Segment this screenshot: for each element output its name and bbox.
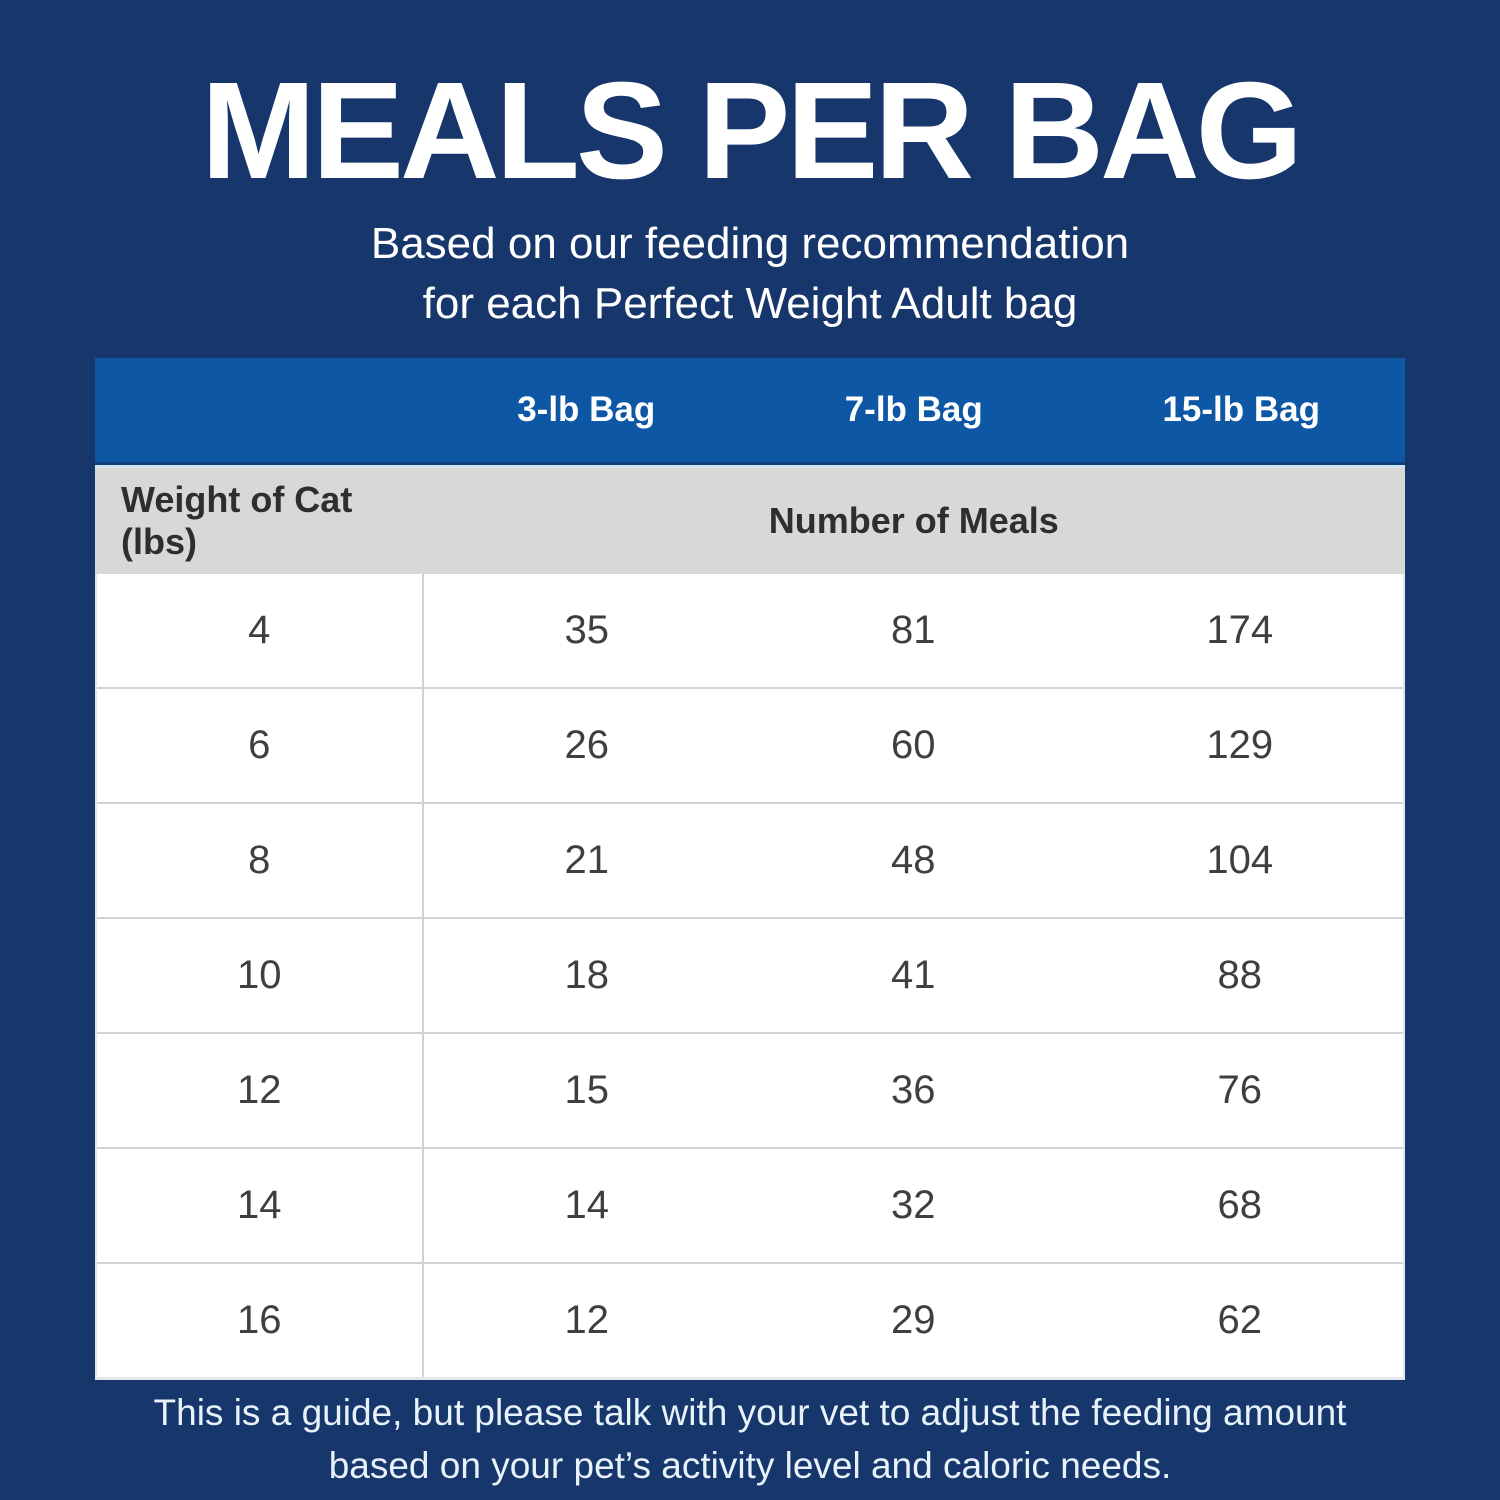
number-of-meals-header: Number of Meals xyxy=(768,500,1059,541)
page-title: MEALS PER BAG xyxy=(200,54,1303,208)
meals-value: 88 xyxy=(1217,953,1263,997)
table-row: 8 21 48 104 xyxy=(97,802,1403,917)
weight-value: 8 xyxy=(97,804,424,917)
meals-value: 12 xyxy=(564,1298,610,1342)
meals-value: 32 xyxy=(891,1183,936,1227)
weight-value: 16 xyxy=(97,1264,424,1377)
meals-value: 60 xyxy=(891,723,936,767)
meals-value: 104 xyxy=(1206,838,1274,882)
meals-value: 18 xyxy=(564,953,610,997)
subtitle: Based on our feeding recommendation for … xyxy=(0,214,1500,334)
subtitle-line-1: Based on our feeding recommendation xyxy=(370,219,1130,268)
meals-value: 26 xyxy=(564,723,610,767)
subtitle-line-2: for each Perfect Weight Adult bag xyxy=(422,279,1078,328)
meals-value: 48 xyxy=(891,838,936,882)
meals-value: 29 xyxy=(891,1298,936,1342)
meals-value: 174 xyxy=(1206,608,1274,652)
table-header-row: 3-lb Bag 7-lb Bag 15-lb Bag xyxy=(95,358,1405,465)
table-row: 10 18 41 88 xyxy=(97,917,1403,1032)
weight-value: 10 xyxy=(97,919,424,1032)
meals-value: 35 xyxy=(564,608,610,652)
weight-value: 12 xyxy=(97,1034,424,1147)
meals-value: 41 xyxy=(891,953,936,997)
weight-value: 4 xyxy=(97,574,424,687)
column-header-7lb-bag: 7-lb Bag xyxy=(844,390,983,429)
meals-value: 62 xyxy=(1217,1298,1263,1342)
meals-value: 129 xyxy=(1206,723,1274,767)
table-subheader-row: Weight of Cat (lbs) Number of Meals xyxy=(95,465,1405,574)
table-row: 12 15 36 76 xyxy=(97,1032,1403,1147)
weight-value: 14 xyxy=(97,1149,424,1262)
footer-line-2: based on your pet’s activity level and c… xyxy=(328,1445,1172,1486)
column-header-3lb-bag: 3-lb Bag xyxy=(517,390,656,429)
table-row: 6 26 60 129 xyxy=(97,687,1403,802)
meals-value: 81 xyxy=(891,608,936,652)
footer-note: This is a guide, but please talk with yo… xyxy=(0,1386,1500,1492)
weight-of-cat-header: Weight of Cat (lbs) xyxy=(121,479,353,562)
meals-value: 68 xyxy=(1217,1183,1263,1227)
meals-value: 36 xyxy=(891,1068,936,1112)
meals-value: 14 xyxy=(564,1183,610,1227)
meals-value: 76 xyxy=(1217,1068,1263,1112)
table-row: 16 12 29 62 xyxy=(97,1262,1403,1377)
weight-value: 6 xyxy=(97,689,424,802)
meals-table: 3-lb Bag 7-lb Bag 15-lb Bag Weight of Ca… xyxy=(95,358,1405,1380)
meals-value: 21 xyxy=(564,838,610,882)
table-row: 4 35 81 174 xyxy=(97,574,1403,687)
meals-value: 15 xyxy=(564,1068,610,1112)
table-row: 14 14 32 68 xyxy=(97,1147,1403,1262)
footer-line-1: This is a guide, but please talk with yo… xyxy=(153,1392,1347,1433)
column-header-15lb-bag: 15-lb Bag xyxy=(1162,390,1321,429)
table-body: 4 35 81 174 6 26 60 129 8 21 48 104 10 18 41 88 12 15 36 76… xyxy=(95,574,1405,1380)
